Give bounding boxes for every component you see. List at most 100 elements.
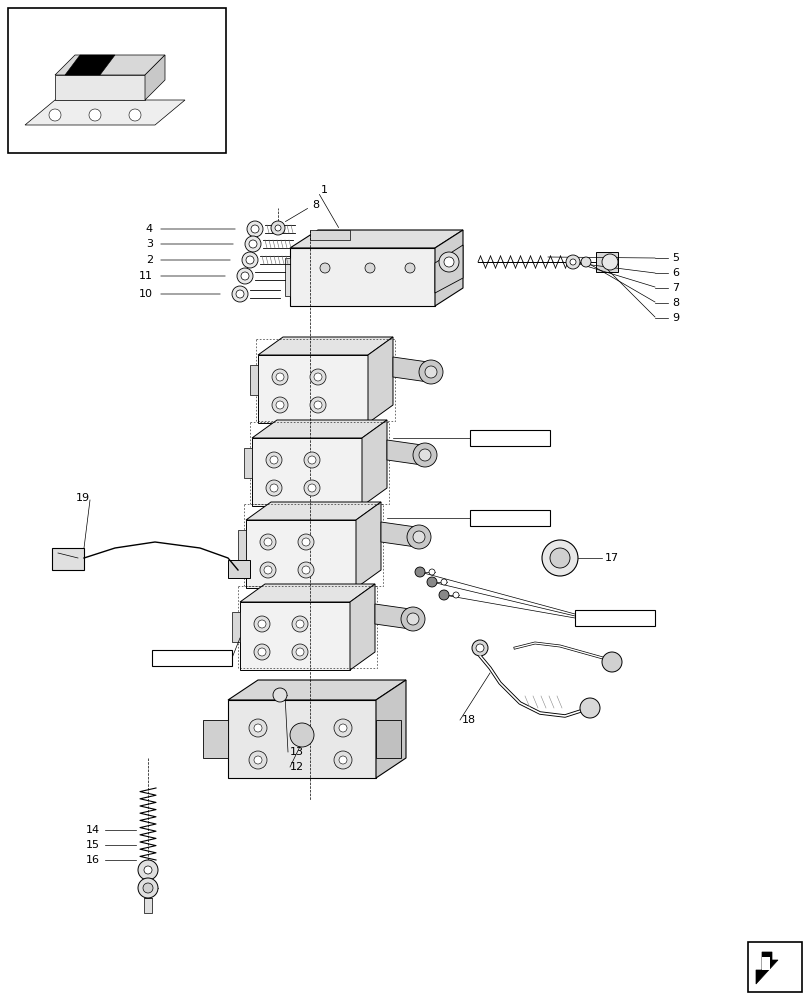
Circle shape xyxy=(276,373,284,381)
Polygon shape xyxy=(387,440,422,465)
Polygon shape xyxy=(238,530,246,560)
Circle shape xyxy=(249,719,267,737)
Circle shape xyxy=(264,566,272,574)
Text: 15: 15 xyxy=(86,840,100,850)
Polygon shape xyxy=(375,604,410,629)
Circle shape xyxy=(242,252,258,268)
Circle shape xyxy=(138,878,158,898)
Text: 8: 8 xyxy=(311,200,319,210)
Circle shape xyxy=(246,256,254,264)
Text: 9: 9 xyxy=(672,313,678,323)
Circle shape xyxy=(272,688,286,702)
Bar xyxy=(255,339,394,421)
Bar xyxy=(250,422,388,504)
Text: 1.82.7/02: 1.82.7/02 xyxy=(590,613,639,623)
Text: 13: 13 xyxy=(290,747,303,757)
Circle shape xyxy=(290,723,314,747)
Circle shape xyxy=(414,567,424,577)
Circle shape xyxy=(401,607,424,631)
Circle shape xyxy=(428,569,435,575)
Circle shape xyxy=(307,484,315,492)
Circle shape xyxy=(264,538,272,546)
Circle shape xyxy=(258,648,266,656)
Circle shape xyxy=(439,252,458,272)
Text: 1.82.7/02: 1.82.7/02 xyxy=(167,653,217,663)
Text: 1.82.7/02: 1.82.7/02 xyxy=(484,513,534,523)
Circle shape xyxy=(254,756,262,764)
Circle shape xyxy=(275,225,281,231)
Text: 16: 16 xyxy=(86,855,100,865)
Circle shape xyxy=(276,401,284,409)
Polygon shape xyxy=(258,337,393,355)
Text: 5: 5 xyxy=(672,253,678,263)
Circle shape xyxy=(251,225,259,233)
Polygon shape xyxy=(367,337,393,423)
Polygon shape xyxy=(55,75,145,100)
Bar xyxy=(470,510,549,526)
Circle shape xyxy=(272,369,288,385)
Circle shape xyxy=(258,620,266,628)
Circle shape xyxy=(314,401,322,409)
Circle shape xyxy=(143,883,152,893)
Circle shape xyxy=(307,456,315,464)
Text: 6: 6 xyxy=(672,268,678,278)
Circle shape xyxy=(138,860,158,880)
Polygon shape xyxy=(435,245,462,293)
Circle shape xyxy=(579,698,599,718)
Circle shape xyxy=(89,109,101,121)
Circle shape xyxy=(406,525,431,549)
Circle shape xyxy=(453,592,458,598)
Polygon shape xyxy=(240,584,375,602)
Circle shape xyxy=(241,272,249,280)
Bar xyxy=(243,504,383,586)
Circle shape xyxy=(292,616,307,632)
Circle shape xyxy=(266,480,281,496)
Text: 18: 18 xyxy=(461,715,475,725)
Polygon shape xyxy=(243,448,251,478)
Circle shape xyxy=(254,616,270,632)
Circle shape xyxy=(298,534,314,550)
Bar xyxy=(238,586,376,668)
Polygon shape xyxy=(258,355,367,423)
Text: 2: 2 xyxy=(146,255,152,265)
Circle shape xyxy=(254,724,262,732)
Polygon shape xyxy=(232,612,240,642)
Polygon shape xyxy=(246,502,380,520)
Polygon shape xyxy=(228,680,406,700)
Text: 4: 4 xyxy=(146,224,152,234)
Circle shape xyxy=(302,538,310,546)
Polygon shape xyxy=(228,700,375,778)
Circle shape xyxy=(338,756,346,764)
Circle shape xyxy=(569,259,575,265)
Text: 8: 8 xyxy=(672,298,678,308)
Polygon shape xyxy=(755,952,777,984)
Circle shape xyxy=(271,221,285,235)
Circle shape xyxy=(418,449,431,461)
Circle shape xyxy=(260,534,276,550)
Circle shape xyxy=(270,456,277,464)
Circle shape xyxy=(601,254,617,270)
Circle shape xyxy=(314,373,322,381)
Circle shape xyxy=(541,540,577,576)
Circle shape xyxy=(296,620,303,628)
Circle shape xyxy=(296,648,303,656)
Polygon shape xyxy=(595,252,617,272)
Circle shape xyxy=(601,652,621,672)
Circle shape xyxy=(565,255,579,269)
Circle shape xyxy=(303,452,320,468)
Circle shape xyxy=(440,579,446,585)
Text: 14: 14 xyxy=(86,825,100,835)
Polygon shape xyxy=(761,957,769,970)
Circle shape xyxy=(310,397,325,413)
Polygon shape xyxy=(435,230,462,306)
Circle shape xyxy=(232,286,247,302)
Bar xyxy=(747,942,801,992)
Polygon shape xyxy=(251,438,362,506)
Polygon shape xyxy=(375,720,401,758)
Circle shape xyxy=(418,360,443,384)
Circle shape xyxy=(245,236,260,252)
Bar xyxy=(574,610,654,626)
Bar xyxy=(144,898,152,913)
Circle shape xyxy=(247,221,263,237)
Polygon shape xyxy=(290,248,435,306)
